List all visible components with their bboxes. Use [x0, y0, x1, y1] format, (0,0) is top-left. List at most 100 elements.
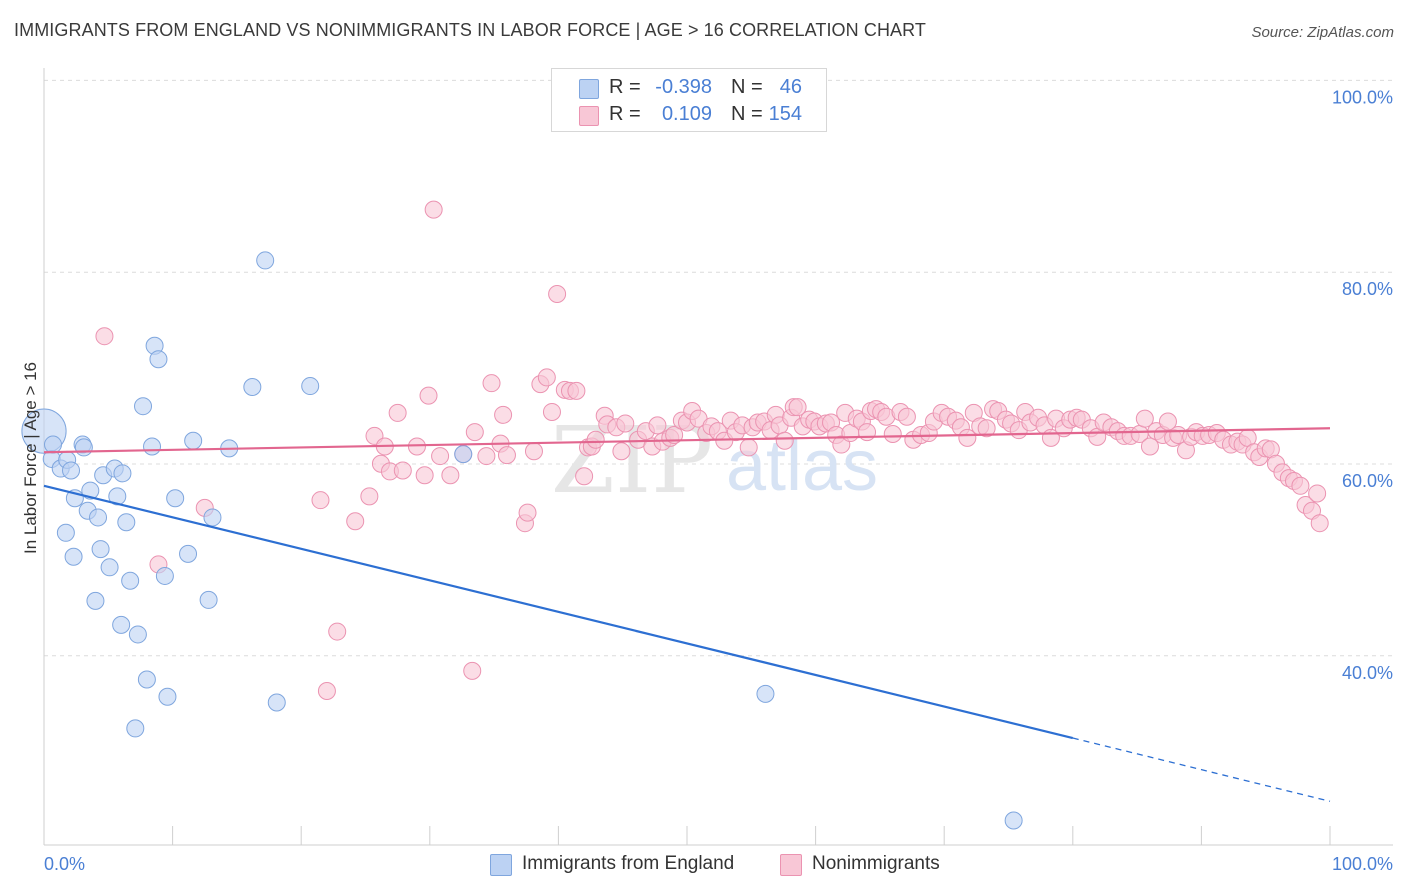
data-point — [897, 407, 916, 426]
data-point — [575, 467, 594, 486]
data-point — [179, 544, 198, 563]
data-point — [1158, 412, 1177, 431]
data-point — [89, 508, 108, 527]
chart-title: IMMIGRANTS FROM ENGLAND VS NONIMMIGRANTS… — [14, 20, 927, 40]
data-point — [137, 670, 156, 689]
data-point — [648, 416, 667, 435]
data-point — [1140, 437, 1159, 456]
legend-row-nonimmigrants: R = 0.109 N = 154 — [552, 101, 826, 127]
series-nonimmigrants — [95, 200, 1329, 701]
data-point — [203, 508, 222, 527]
trend-lines — [43, 427, 1331, 802]
n-label: N = — [731, 76, 763, 98]
legend-label: Nonimmigrants — [812, 853, 940, 874]
legend-swatch-blue — [490, 854, 512, 876]
data-point — [1135, 409, 1154, 428]
legend-row-immigrants: R = -0.398 N = 46 — [552, 74, 826, 100]
data-point — [44, 435, 63, 454]
r-value: 0.109 — [661, 103, 712, 125]
data-point — [1310, 514, 1329, 533]
data-point — [134, 397, 153, 416]
series-immigrants-from-england — [21, 251, 1023, 830]
data-point — [454, 445, 473, 464]
data-point — [567, 381, 586, 400]
data-point — [497, 446, 516, 465]
x-tick-label-max: 100.0% — [1332, 854, 1393, 874]
data-point — [388, 403, 407, 422]
data-point — [346, 512, 365, 531]
y-tick-label: 40.0% — [1342, 663, 1393, 683]
data-point — [548, 284, 567, 303]
data-point — [328, 622, 347, 641]
data-point — [267, 693, 286, 712]
data-point — [665, 425, 684, 444]
data-point — [1291, 476, 1310, 495]
data-point — [788, 398, 807, 417]
data-point — [256, 251, 275, 270]
data-point — [739, 438, 758, 457]
data-point — [616, 414, 635, 433]
r-label: R = — [609, 103, 641, 125]
data-point — [301, 377, 320, 396]
data-point — [612, 442, 631, 461]
data-point — [482, 374, 501, 393]
legend-swatch-pink — [579, 106, 599, 126]
y-axis-label-wrap: In Labor Force | Age > 16 — [16, 0, 46, 892]
data-point — [86, 591, 105, 610]
data-point — [883, 425, 902, 444]
data-point — [158, 687, 177, 706]
data-point — [419, 386, 438, 405]
trend-line-pink — [43, 427, 1331, 454]
data-point — [100, 558, 119, 577]
data-point — [128, 625, 147, 644]
data-point — [121, 571, 140, 590]
legend-swatch-pink — [780, 854, 802, 876]
data-point — [441, 466, 460, 485]
x-tick-labels: 0.0% 100.0% — [44, 854, 1393, 874]
data-point — [184, 431, 203, 450]
data-point — [431, 447, 450, 466]
data-point — [775, 431, 794, 450]
data-point — [311, 491, 330, 510]
data-point — [360, 487, 379, 506]
data-point — [126, 719, 145, 738]
data-point — [149, 350, 168, 369]
legend-stats: R = -0.398 N = 46 R = 0.109 N = 154 — [551, 68, 827, 132]
data-point — [81, 481, 100, 500]
data-point — [415, 466, 434, 485]
data-point — [518, 503, 537, 522]
data-point — [1004, 811, 1023, 830]
legend-label: Immigrants from England — [522, 853, 735, 874]
data-point — [317, 682, 336, 701]
trend-line-extension-blue — [1072, 737, 1331, 802]
gridlines — [44, 79, 1393, 657]
data-point — [56, 523, 75, 542]
data-point — [117, 513, 136, 532]
y-tick-labels: 40.0% 60.0% 80.0% 100.0% — [1332, 87, 1393, 682]
r-value: -0.398 — [655, 76, 712, 98]
trend-line-blue — [43, 484, 1074, 740]
y-tick-label: 80.0% — [1342, 279, 1393, 299]
data-point — [494, 405, 513, 424]
source-credit: Source: ZipAtlas.com — [1251, 24, 1394, 41]
data-point — [977, 419, 996, 438]
data-point — [465, 423, 484, 442]
r-label: R = — [609, 76, 641, 98]
data-point — [166, 489, 185, 508]
n-value: 154 — [768, 103, 802, 125]
data-point — [91, 540, 110, 559]
y-axis-label: In Labor Force | Age > 16 — [21, 361, 40, 555]
data-point — [463, 661, 482, 680]
data-point — [155, 566, 174, 585]
data-point — [143, 437, 162, 456]
data-point — [542, 402, 561, 421]
data-point — [586, 430, 605, 449]
n-value: 46 — [779, 76, 802, 98]
data-point — [537, 368, 556, 387]
data-point — [424, 200, 443, 219]
y-tick-label: 60.0% — [1342, 471, 1393, 491]
data-point — [958, 428, 977, 447]
data-point — [1308, 484, 1327, 503]
data-point — [62, 461, 81, 480]
